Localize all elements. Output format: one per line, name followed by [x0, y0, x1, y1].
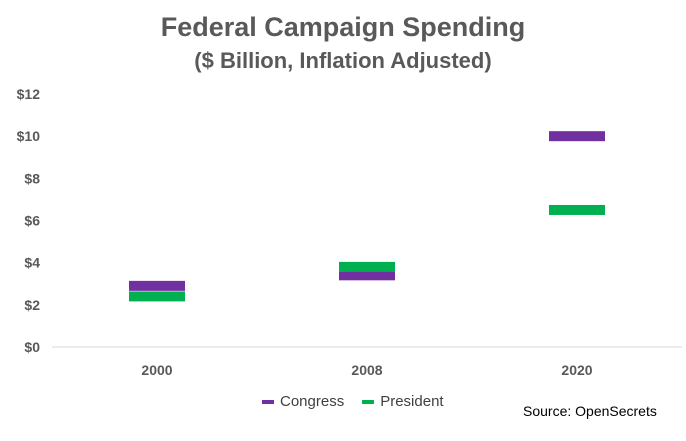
- data-marker-congress: [549, 131, 605, 142]
- y-tick-label: $0: [24, 339, 40, 355]
- chart-title: Federal Campaign Spending: [160, 12, 526, 42]
- legend-swatch-congress: [262, 399, 274, 404]
- y-tick-label: $6: [24, 213, 40, 229]
- data-marker-congress: [129, 280, 185, 291]
- data-marker-president: [129, 291, 185, 302]
- legend-swatch-president: [362, 399, 375, 404]
- legend-item-congress: Congress: [262, 393, 344, 410]
- legend: Congress President: [262, 393, 444, 410]
- y-tick-label: $12: [17, 86, 41, 102]
- chart-subtitle: ($ Billion, Inflation Adjusted): [194, 48, 492, 73]
- x-tick-label: 2008: [351, 362, 382, 378]
- legend-label-congress: Congress: [280, 393, 345, 410]
- x-tick-label: 2020: [561, 362, 592, 378]
- y-tick-label: $2: [24, 297, 40, 313]
- legend-item-president: President: [362, 393, 444, 410]
- x-tick-label: 2000: [141, 362, 172, 378]
- data-marker-president: [339, 261, 395, 272]
- y-tick-label: $10: [17, 128, 41, 144]
- data-marker-president: [549, 204, 605, 215]
- legend-label-president: President: [380, 393, 444, 410]
- source-note: Source: OpenSecrets: [523, 403, 657, 419]
- y-tick-label: $4: [24, 255, 40, 271]
- y-tick-label: $8: [24, 170, 40, 186]
- data-marker-congress: [339, 270, 395, 281]
